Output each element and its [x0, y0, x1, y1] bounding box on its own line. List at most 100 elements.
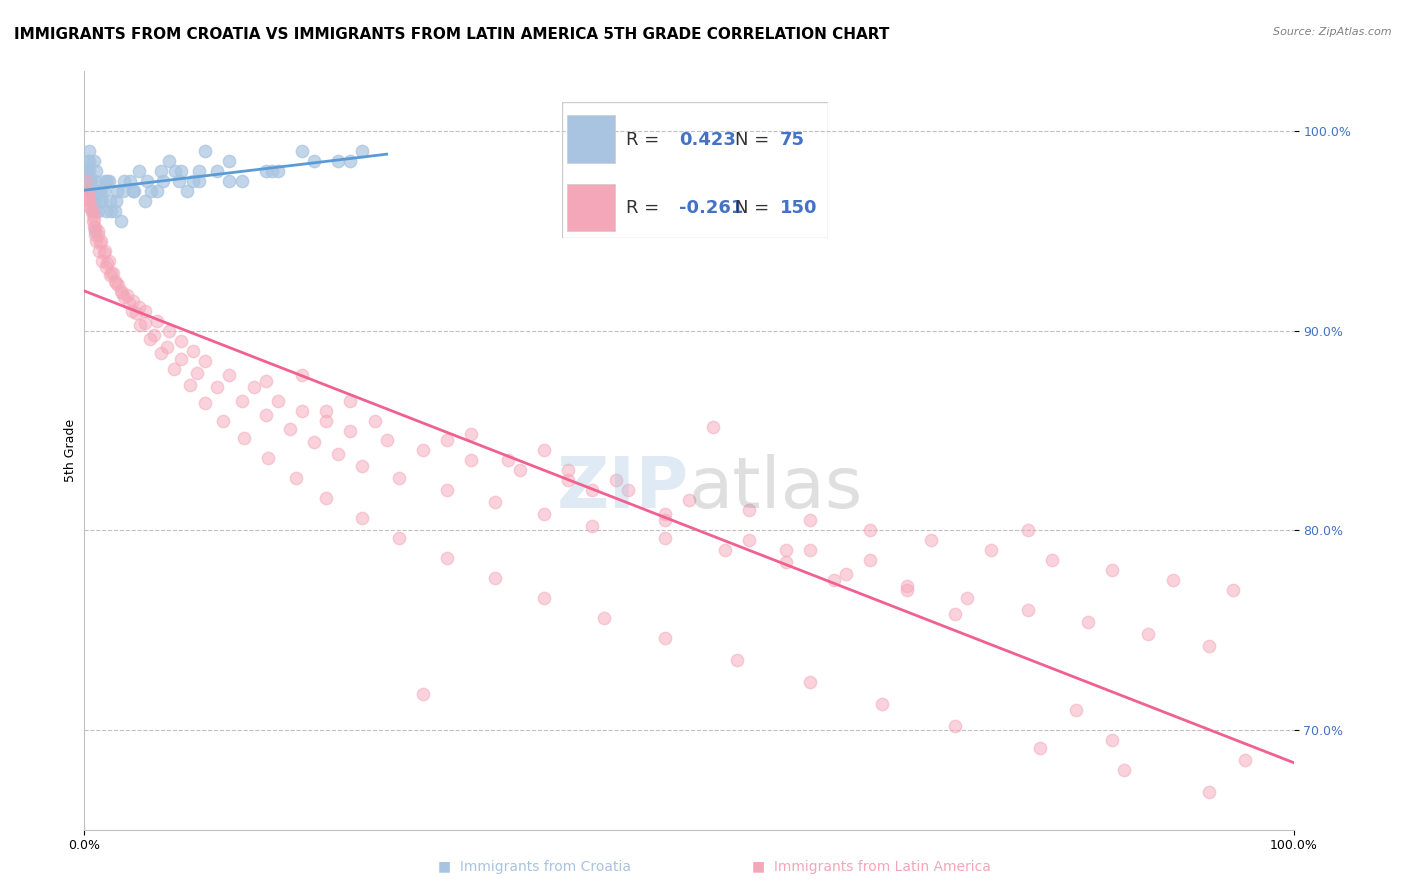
Y-axis label: 5th Grade: 5th Grade — [65, 419, 77, 482]
Point — [233, 432, 256, 446]
Point — [352, 511, 374, 525]
Point — [89, 235, 111, 250]
Point — [186, 366, 208, 380]
Point — [231, 174, 253, 188]
Point — [799, 674, 821, 689]
Point — [94, 174, 117, 188]
Point — [96, 174, 118, 188]
Point — [110, 284, 132, 298]
Point — [84, 219, 107, 234]
Point — [170, 351, 193, 366]
Text: ■  Immigrants from Latin America: ■ Immigrants from Latin America — [752, 860, 991, 874]
Point — [100, 204, 122, 219]
Point — [460, 427, 482, 442]
Point — [82, 194, 104, 208]
Point — [194, 353, 217, 368]
Point — [77, 154, 100, 169]
Point — [104, 276, 127, 290]
Point — [1137, 627, 1160, 641]
Point — [111, 285, 134, 300]
Point — [82, 184, 104, 198]
Point — [738, 503, 761, 517]
Point — [157, 154, 180, 169]
Point — [82, 214, 104, 228]
Point — [122, 184, 145, 198]
Point — [207, 164, 229, 178]
Point — [260, 164, 283, 178]
Point — [835, 567, 858, 582]
Point — [80, 184, 103, 198]
Point — [436, 483, 458, 498]
Point — [328, 154, 350, 169]
Point — [533, 443, 555, 458]
Point — [75, 164, 97, 178]
Point — [128, 164, 150, 178]
Point — [90, 184, 112, 198]
Point — [1222, 583, 1244, 598]
Point — [77, 154, 100, 169]
Point — [605, 474, 627, 488]
Point — [179, 377, 201, 392]
Point — [77, 184, 100, 198]
Point — [496, 453, 519, 467]
Point — [87, 184, 110, 198]
Point — [77, 192, 100, 206]
Point — [89, 194, 111, 208]
Point — [896, 579, 918, 593]
Point — [94, 260, 117, 274]
Point — [388, 531, 411, 545]
Point — [79, 200, 101, 214]
Point — [139, 184, 162, 198]
Point — [181, 343, 204, 358]
Point — [212, 413, 235, 427]
Point — [284, 471, 308, 485]
Point — [76, 164, 98, 178]
Point — [593, 611, 616, 625]
Point — [86, 224, 108, 238]
Point — [93, 184, 115, 198]
Point — [207, 379, 229, 393]
Point — [375, 434, 398, 448]
Point — [1198, 639, 1220, 653]
Point — [714, 543, 737, 558]
Point — [163, 361, 186, 376]
Point — [823, 573, 845, 587]
Point — [80, 204, 103, 219]
Point — [76, 174, 98, 188]
Point — [267, 393, 290, 408]
Point — [436, 551, 458, 566]
Point — [956, 591, 979, 606]
Text: ZIP: ZIP — [557, 454, 689, 523]
Point — [581, 519, 603, 533]
Point — [339, 393, 361, 408]
Point — [167, 174, 190, 188]
Point — [84, 194, 107, 208]
Point — [94, 244, 117, 258]
Point — [920, 533, 942, 548]
Point — [115, 288, 138, 302]
Point — [86, 227, 108, 242]
Point — [1077, 615, 1099, 629]
Point — [82, 208, 104, 222]
Point — [79, 164, 101, 178]
Point — [339, 424, 361, 438]
Point — [86, 184, 108, 198]
Point — [218, 174, 240, 188]
Point — [82, 194, 104, 208]
Point — [436, 434, 458, 448]
Point — [181, 174, 204, 188]
Point — [79, 174, 101, 188]
Point — [194, 395, 217, 409]
Point — [165, 164, 187, 178]
Point — [87, 244, 110, 258]
Point — [83, 154, 105, 169]
Point — [339, 154, 361, 169]
Point — [254, 374, 277, 388]
Point — [97, 174, 120, 188]
Point — [138, 332, 160, 346]
Point — [84, 227, 107, 242]
Point — [1198, 784, 1220, 798]
Point — [77, 194, 100, 208]
Point — [315, 491, 337, 506]
Point — [86, 164, 108, 178]
